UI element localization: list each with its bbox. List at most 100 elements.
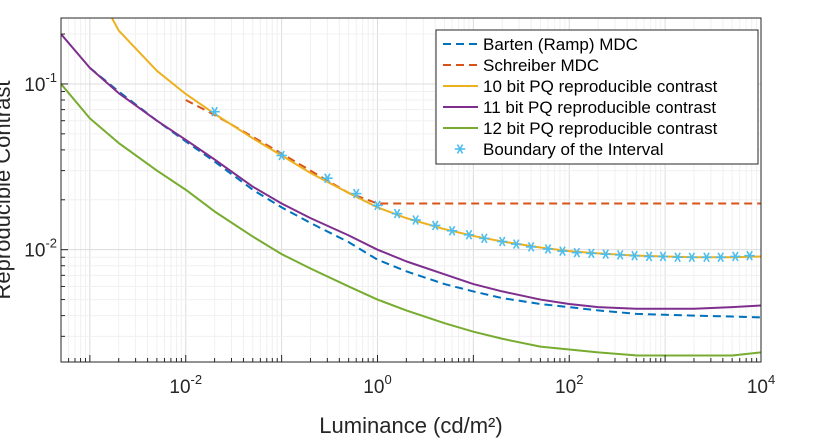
data-point-boundary-of-the-interval-stroke xyxy=(703,252,710,263)
data-point-boundary-of-the-interval-stroke xyxy=(374,200,381,211)
x-tick-label-exponent: 0 xyxy=(384,372,391,387)
data-point-boundary-of-the-interval xyxy=(701,252,712,263)
data-point-boundary-of-the-interval xyxy=(715,252,726,263)
data-point-boundary-of-the-interval-stroke xyxy=(659,251,667,262)
line-12-bit-pq-reproducible-contrast xyxy=(61,83,761,357)
x-tick-label-exponent: -2 xyxy=(191,372,203,387)
x-tick-label-exponent: 4 xyxy=(768,372,775,387)
data-point-boundary-of-the-interval-stroke xyxy=(211,106,218,117)
data-point-boundary-of-the-interval-stroke xyxy=(324,173,331,184)
y-tick-label: 10-1 xyxy=(24,70,57,96)
legend-item-12-bit-pq-reproducible-contrast: 12 bit PQ reproducible contrast xyxy=(443,119,718,138)
legend-label-boundary-of-the-interval: Boundary of the Interval xyxy=(483,140,664,159)
data-point-boundary-of-the-interval xyxy=(600,249,611,260)
data-point-boundary-of-the-interval-stroke xyxy=(717,252,725,263)
data-point-boundary-of-the-interval xyxy=(391,208,403,219)
line-barten-ramp-mdc xyxy=(89,67,761,319)
data-point-boundary-of-the-interval-stroke xyxy=(431,220,439,231)
data-point-boundary-of-the-interval-stroke xyxy=(645,251,653,262)
data-point-boundary-of-the-interval-stroke xyxy=(412,215,419,225)
data-point-boundary-of-the-interval-stroke xyxy=(688,252,696,263)
data-point-boundary-of-the-interval xyxy=(463,229,475,240)
series-11-bit-pq-reproducible-contrast xyxy=(61,33,761,310)
data-point-boundary-of-the-interval-stroke xyxy=(448,225,456,236)
data-point-boundary-of-the-interval xyxy=(557,246,568,257)
data-point-boundary-of-the-interval-stroke xyxy=(631,250,638,261)
legend-label-11-bit-pq-reproducible-contrast: 11 bit PQ reproducible contrast xyxy=(483,98,716,117)
series-barten-ramp-mdc xyxy=(89,67,761,319)
legend-item-schreiber-mdc: Schreiber MDC xyxy=(443,56,599,75)
x-tick-label: 10-2 xyxy=(169,372,202,398)
data-point-boundary-of-the-interval-stroke xyxy=(352,188,360,199)
data-point-boundary-of-the-interval xyxy=(542,244,554,254)
data-point-boundary-of-the-interval-stroke xyxy=(393,208,401,219)
legend-item-11-bit-pq-reproducible-contrast: 11 bit PQ reproducible contrast xyxy=(443,98,716,117)
x-tick-label-base: 10 xyxy=(169,377,190,398)
x-axis-label: Luminance (cd/m²) xyxy=(319,413,502,438)
ticks xyxy=(61,33,758,362)
data-point-boundary-of-the-interval-stroke xyxy=(498,236,506,247)
x-tick-label: 102 xyxy=(555,372,583,398)
legend-item-10-bit-pq-reproducible-contrast: 10 bit PQ reproducible contrast xyxy=(443,77,718,96)
data-point-boundary-of-the-interval-stroke xyxy=(559,246,566,257)
data-point-boundary-of-the-interval-stroke xyxy=(674,252,681,263)
data-point-boundary-of-the-interval xyxy=(497,236,508,247)
legend-label-12-bit-pq-reproducible-contrast: 12 bit PQ reproducible contrast xyxy=(483,119,718,138)
data-point-boundary-of-the-interval xyxy=(430,220,441,231)
data-point-boundary-of-the-interval xyxy=(322,173,333,184)
data-point-boundary-of-the-interval-stroke xyxy=(588,248,595,259)
data-point-boundary-of-the-interval xyxy=(643,251,655,262)
line-11-bit-pq-reproducible-contrast xyxy=(61,33,761,310)
x-tick-label-base: 10 xyxy=(363,377,384,398)
data-point-boundary-of-the-interval xyxy=(351,188,362,199)
legend-item-boundary-of-the-interval: Boundary of the Interval xyxy=(454,140,664,159)
data-point-boundary-of-the-interval xyxy=(571,247,583,258)
data-point-boundary-of-the-interval-stroke xyxy=(278,150,285,161)
x-tick-label-base: 10 xyxy=(555,377,576,398)
y-tick-label-exponent: -2 xyxy=(45,236,57,251)
legend-label-schreiber-mdc: Schreiber MDC xyxy=(483,56,599,75)
legend-item-barten-ramp-mdc: Barten (Ramp) MDC xyxy=(443,35,638,54)
data-point-boundary-of-the-interval xyxy=(410,215,421,225)
legend-label-10-bit-pq-reproducible-contrast: 10 bit PQ reproducible contrast xyxy=(483,77,718,96)
data-point-boundary-of-the-interval xyxy=(657,251,669,262)
data-point-boundary-of-the-interval-stroke xyxy=(573,247,581,258)
data-point-boundary-of-the-interval xyxy=(686,252,698,263)
data-point-boundary-of-the-interval-stroke xyxy=(527,241,535,252)
legend: Barten (Ramp) MDC Schreiber MDC 10 bit PQ … xyxy=(435,29,759,165)
legend-box xyxy=(435,29,759,165)
x-tick-label: 100 xyxy=(363,372,391,398)
data-point-boundary-of-the-interval xyxy=(209,106,220,117)
series-boundary-of-the-interval xyxy=(209,106,755,263)
data-point-boundary-of-the-interval-stroke xyxy=(602,249,609,260)
x-tick-label: 104 xyxy=(747,372,775,398)
x-tick-label-exponent: 2 xyxy=(576,372,583,387)
data-point-boundary-of-the-interval xyxy=(446,225,458,236)
data-point-boundary-of-the-interval xyxy=(372,200,383,211)
data-point-boundary-of-the-interval xyxy=(744,250,755,261)
y-tick-label-base: 10 xyxy=(24,75,45,96)
data-point-boundary-of-the-interval xyxy=(276,150,287,161)
y-tick-label-base: 10 xyxy=(24,241,45,262)
data-point-boundary-of-the-interval-stroke xyxy=(512,239,520,250)
y-tick-label-exponent: -1 xyxy=(45,70,57,85)
data-point-boundary-of-the-interval xyxy=(615,249,626,260)
data-point-boundary-of-the-interval-stroke xyxy=(481,233,488,244)
data-point-boundary-of-the-interval xyxy=(586,248,597,259)
legend-marker-boundary-of-the-interval-stroke xyxy=(456,144,464,154)
data-point-boundary-of-the-interval xyxy=(730,251,741,262)
y-tick-label: 10-2 xyxy=(24,236,57,262)
data-point-boundary-of-the-interval xyxy=(479,233,490,244)
plot-area-frame xyxy=(60,17,762,363)
series-12-bit-pq-reproducible-contrast xyxy=(61,83,761,357)
x-tick-label-base: 10 xyxy=(747,377,768,398)
data-point-boundary-of-the-interval xyxy=(525,241,537,252)
legend-label-barten-ramp-mdc: Barten (Ramp) MDC xyxy=(483,35,638,54)
data-point-boundary-of-the-interval-stroke xyxy=(544,244,552,254)
legend-marker-boundary-of-the-interval xyxy=(454,144,466,154)
data-point-boundary-of-the-interval-stroke xyxy=(732,251,739,262)
data-point-boundary-of-the-interval xyxy=(629,250,640,261)
y-axis-label: Reproducible Contrast xyxy=(0,81,15,300)
